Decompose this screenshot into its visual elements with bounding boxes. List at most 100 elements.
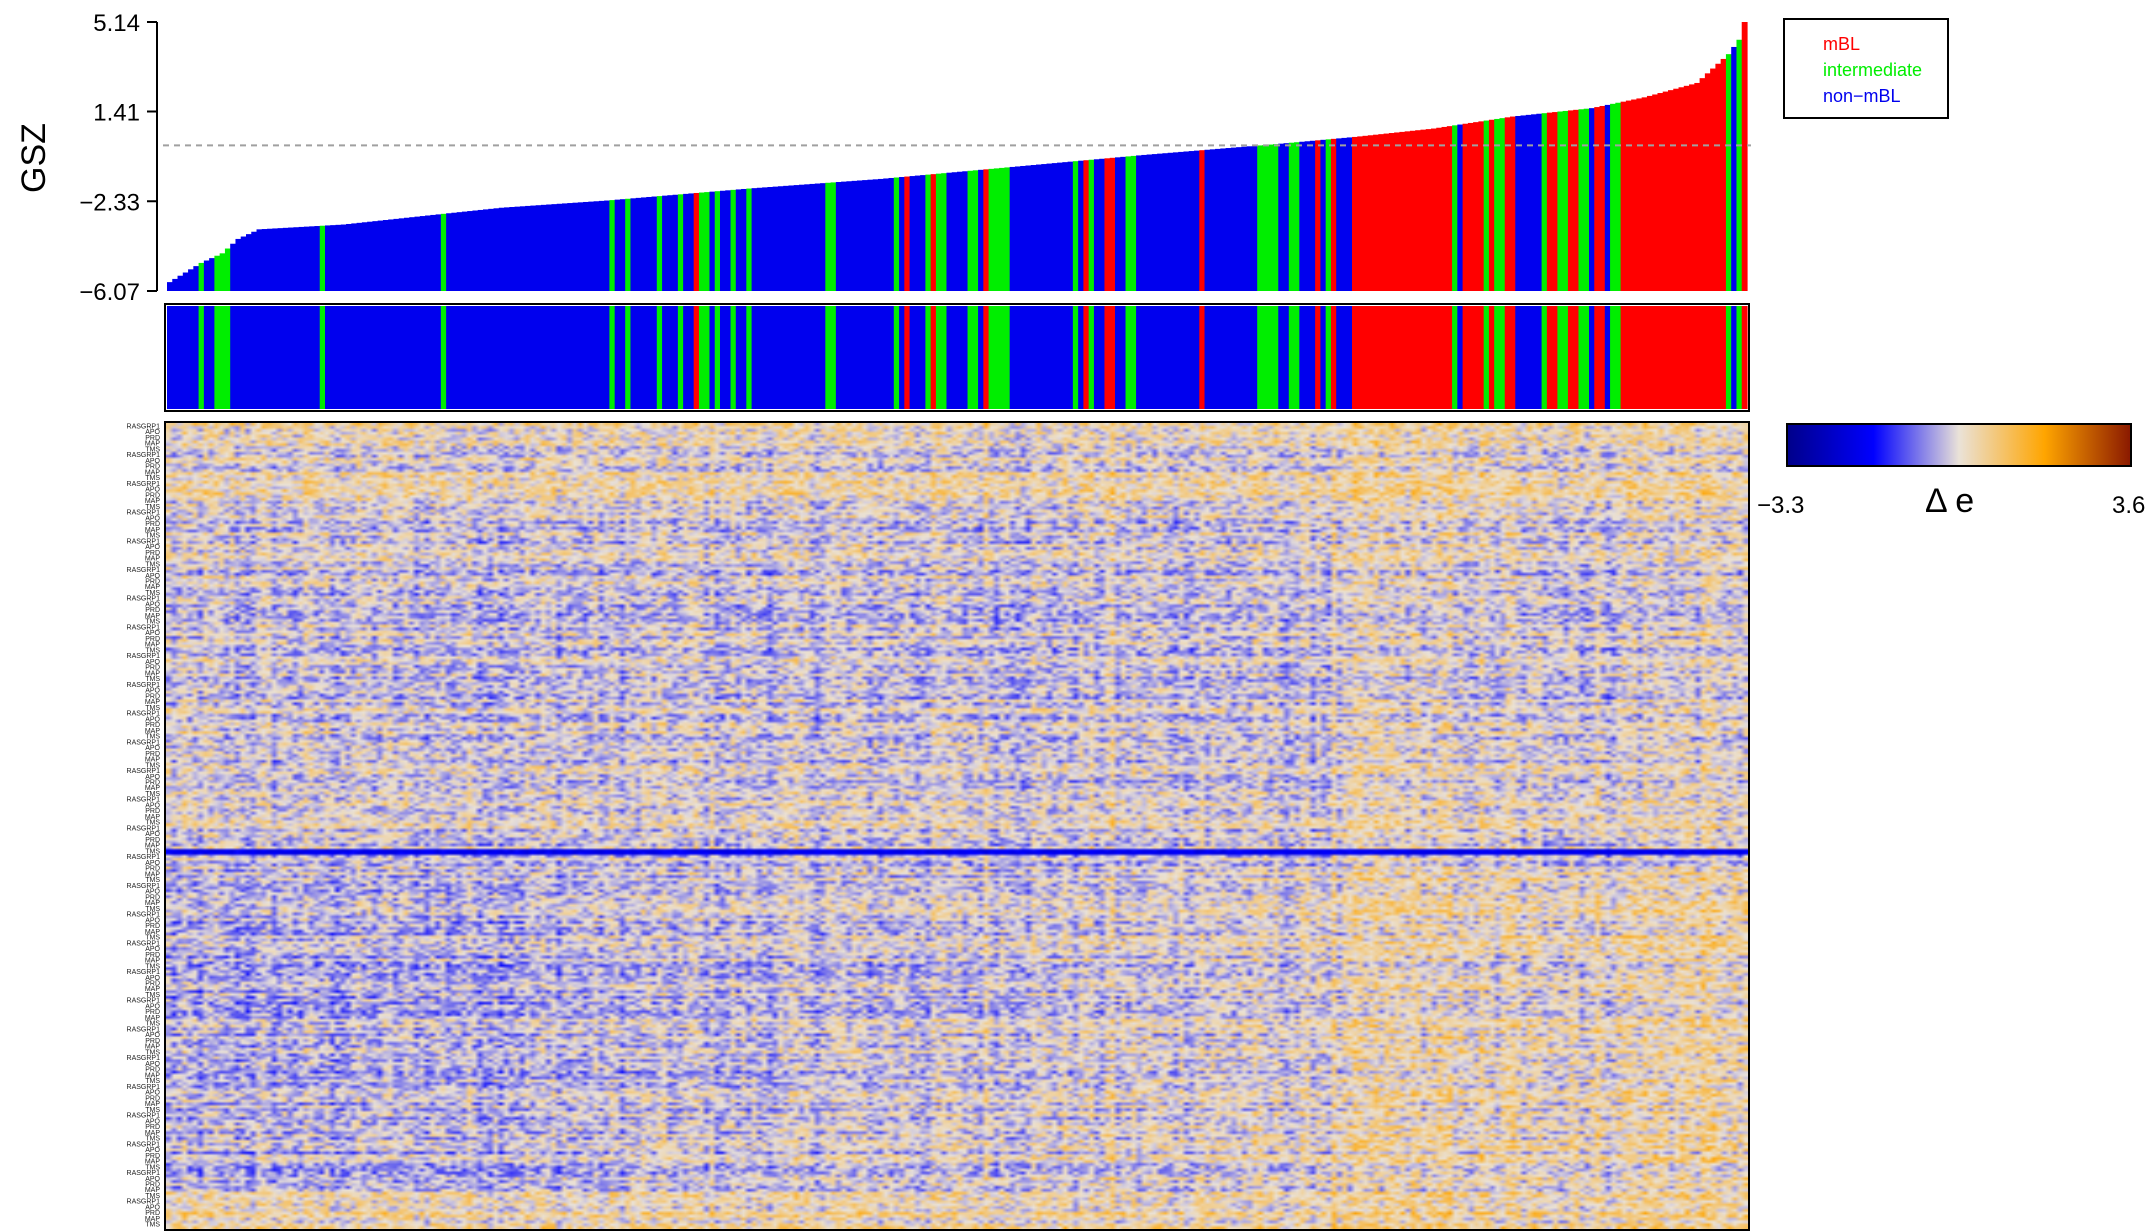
gsz-bar bbox=[1067, 161, 1074, 291]
gsz-bar bbox=[893, 177, 900, 291]
class-strip-segment bbox=[1594, 306, 1606, 409]
gsz-bar bbox=[361, 222, 368, 291]
gsz-bar bbox=[567, 203, 574, 291]
gsz-bar bbox=[1641, 97, 1648, 291]
class-strip-segment bbox=[1557, 306, 1569, 409]
gsz-bar bbox=[835, 182, 842, 291]
gsz-bar bbox=[920, 175, 926, 291]
class-strip-segment bbox=[988, 306, 1011, 409]
gsz-bar bbox=[1199, 150, 1206, 291]
gsz-bar bbox=[298, 226, 305, 291]
class-strip-segment bbox=[1072, 306, 1079, 409]
gsz-bar bbox=[1741, 22, 1748, 291]
gsz-bar bbox=[1404, 131, 1411, 291]
gsz-bar bbox=[772, 186, 779, 291]
gsz-bar bbox=[756, 187, 763, 291]
class-strip-segment bbox=[1088, 306, 1095, 409]
gsz-bar bbox=[1731, 46, 1738, 292]
heatmap-row-label: RASGRP1 bbox=[127, 768, 161, 775]
gsz-bar bbox=[1225, 148, 1232, 291]
class-strip-segment bbox=[983, 306, 990, 409]
gsz-bar bbox=[741, 188, 747, 291]
heatmap-row-label: PRD bbox=[145, 435, 160, 442]
gsz-bar bbox=[1362, 135, 1369, 291]
heatmap-row-label: MAP bbox=[145, 1187, 161, 1194]
class-strip-segment bbox=[440, 306, 447, 409]
gsz-bar bbox=[683, 193, 689, 291]
heatmap-row-label: RASGRP1 bbox=[127, 1199, 161, 1206]
heatmap-row-label: RASGRP1 bbox=[127, 739, 161, 746]
heatmap-row-label: TMS bbox=[145, 820, 160, 827]
class-strip-segment bbox=[1330, 306, 1337, 409]
gsz-bar bbox=[1736, 39, 1743, 292]
heatmap-row-label: MAP bbox=[145, 929, 161, 936]
heatmap-row-label: TMS bbox=[145, 734, 160, 741]
gsz-bar bbox=[272, 228, 279, 291]
gsz-bar bbox=[1589, 108, 1595, 292]
heatmap-row-label: APO bbox=[145, 1118, 160, 1125]
class-strip-segment bbox=[1136, 306, 1200, 409]
gsz-bar bbox=[356, 222, 363, 291]
gsz-bar bbox=[899, 177, 905, 291]
gsz-bar bbox=[451, 212, 458, 291]
gsz-bar bbox=[1594, 107, 1601, 291]
gsz-bar bbox=[288, 227, 294, 291]
class-annotation-strip-frame bbox=[164, 303, 1750, 412]
gsz-bar bbox=[1025, 165, 1032, 291]
gsz-bar bbox=[1257, 145, 1264, 291]
gsz-bar bbox=[677, 194, 684, 291]
gsz-bar bbox=[346, 223, 352, 291]
gsz-bar bbox=[1552, 112, 1558, 291]
gsz-bar bbox=[1415, 130, 1422, 291]
gsz-bar bbox=[1567, 110, 1574, 291]
gsz-bar bbox=[1004, 167, 1011, 291]
gsz-bar bbox=[1420, 129, 1427, 291]
class-strip-segment bbox=[1204, 306, 1258, 409]
gsz-bar bbox=[1283, 143, 1290, 291]
class-strip-segment bbox=[1546, 306, 1558, 409]
gsz-bar bbox=[577, 202, 584, 291]
gsz-bar bbox=[1057, 162, 1063, 291]
gsz-bar bbox=[851, 180, 858, 291]
gsz-bar bbox=[293, 227, 300, 291]
gsz-bar bbox=[1204, 149, 1211, 291]
heatmap-row-label: APO bbox=[145, 917, 160, 924]
gsz-bar bbox=[540, 204, 547, 291]
expression-heatmap bbox=[166, 423, 1748, 1229]
gsz-bar bbox=[1136, 155, 1142, 291]
gsz-bar bbox=[746, 188, 753, 291]
heatmap-row-label: MAP bbox=[145, 613, 161, 620]
gsz-bar bbox=[1431, 128, 1437, 291]
heatmap-row-label: TMS bbox=[145, 504, 160, 511]
gsz-bar bbox=[1125, 156, 1132, 291]
class-strip-segment bbox=[1452, 306, 1458, 409]
class-strip-segment bbox=[1288, 306, 1300, 409]
gsz-bar bbox=[261, 229, 268, 291]
y-axis-label: GSZ bbox=[15, 123, 53, 193]
gsz-bar bbox=[1172, 152, 1179, 291]
class-strip-segment bbox=[625, 306, 632, 409]
class-strip-segment bbox=[1488, 306, 1495, 409]
heatmap-row-label: TMS bbox=[145, 1222, 160, 1229]
heatmap-row-label: APO bbox=[145, 1090, 160, 1097]
class-strip-segment bbox=[214, 306, 231, 409]
heatmap-row-label: RASGRP1 bbox=[127, 854, 161, 861]
class-strip-segment bbox=[1610, 306, 1622, 409]
gsz-bar bbox=[588, 201, 595, 291]
gsz-bar bbox=[1109, 157, 1116, 291]
gsz-bar bbox=[867, 179, 874, 291]
class-strip-segment bbox=[198, 306, 205, 409]
gsz-bar bbox=[198, 262, 205, 291]
gsz-bar bbox=[483, 209, 489, 291]
gsz-bar-series bbox=[167, 22, 1748, 292]
heatmap-row-label: PRD bbox=[145, 1095, 160, 1102]
gsz-bar bbox=[509, 207, 516, 291]
heatmap-row-label: RASGRP1 bbox=[127, 1141, 161, 1148]
gsz-bar bbox=[783, 185, 790, 291]
heatmap-row-label: TMS bbox=[145, 533, 160, 540]
gsz-bar bbox=[1099, 158, 1106, 291]
class-strip-segment bbox=[683, 306, 695, 409]
gsz-bar bbox=[635, 197, 642, 291]
y-tick-label: 1.41 bbox=[93, 100, 140, 127]
gsz-bar bbox=[209, 258, 215, 291]
